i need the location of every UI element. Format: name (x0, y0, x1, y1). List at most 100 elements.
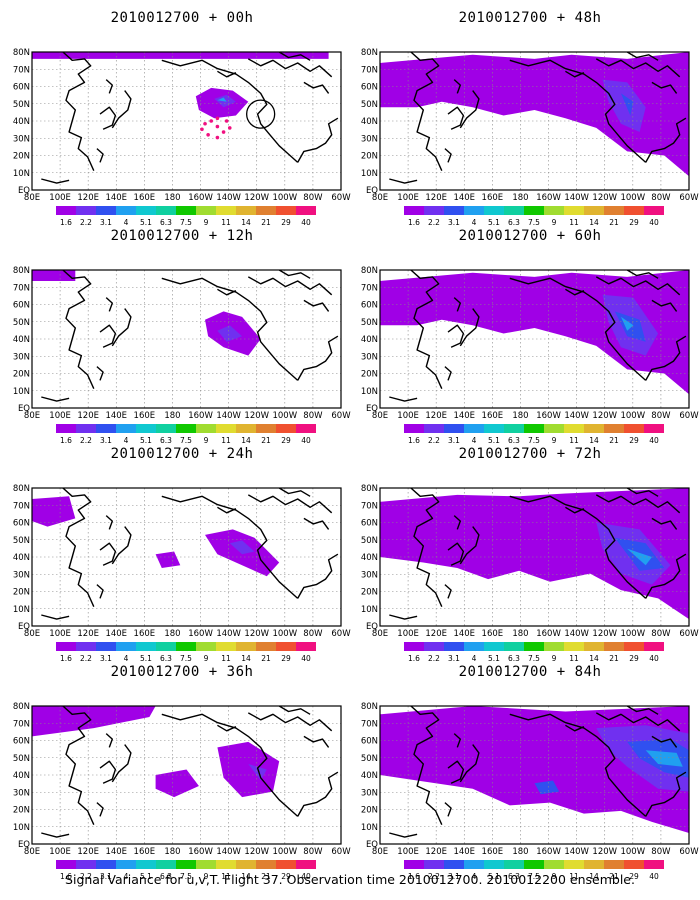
colorbar-swatch (524, 860, 544, 869)
colorbar-label: 4 (472, 436, 477, 445)
colorbar-label: 21 (609, 218, 619, 227)
colorbar-swatch (116, 424, 136, 433)
map-frame (31, 269, 342, 409)
colorbar-label: 9 (552, 218, 557, 227)
colorbar-swatch (156, 860, 176, 869)
colorbar-label: 29 (629, 872, 639, 881)
coastline (645, 553, 687, 599)
lat-tick-label: 70N (361, 501, 378, 511)
colorbar-swatch (256, 424, 276, 433)
map-background (32, 52, 341, 190)
colorbar-swatch (404, 860, 424, 869)
lat-tick-label: 10N (361, 823, 378, 833)
colorbar-swatch (56, 860, 76, 869)
colorbar: 1.6 2.2 3.1 4 5.1 6.3 7.5 9 11 14 21 29 40 (404, 206, 664, 227)
lon-tick-label: 180 (164, 411, 180, 420)
colorbar-swatch (464, 642, 484, 651)
colorbar-swatch (296, 424, 316, 433)
lat-tick-label: 60N (13, 83, 30, 93)
colorbar-swatch (644, 206, 664, 215)
lon-tick-label: 120E (425, 847, 447, 856)
lon-tick-label: 100W (272, 411, 297, 420)
lon-tick-label: 120W (244, 629, 269, 638)
colorbar-label: 3.1 (448, 218, 460, 227)
variance-region (229, 540, 255, 555)
coastline (389, 832, 418, 838)
lat-tick-label: EQ (18, 840, 30, 850)
colorbar-label: 7.5 (180, 872, 192, 881)
lat-tick-label: EQ (366, 404, 378, 414)
colorbar-label: 21 (261, 872, 271, 881)
lon-tick-label: 160E (482, 629, 504, 638)
lon-tick-label: 160W (536, 411, 561, 420)
colorbar-swatch (76, 860, 96, 869)
lon-tick-label: 160W (188, 193, 213, 202)
lon-tick-label: 120E (77, 847, 99, 856)
colorbar-label: 14 (589, 654, 599, 663)
colorbar-swatch (136, 424, 156, 433)
lat-tick-label: 30N (361, 788, 378, 798)
lon-tick-label: 140E (453, 629, 475, 638)
lat-tick-label: 80N (361, 484, 378, 494)
lon-tick-label: 180 (512, 629, 528, 638)
coastline (651, 81, 678, 94)
variance-region (32, 270, 76, 281)
lon-tick-label: 120E (77, 629, 99, 638)
coastline (459, 308, 480, 347)
target-circle (246, 99, 276, 129)
lat-tick-label: 50N (361, 536, 378, 546)
lat-tick-label: 70N (13, 719, 30, 729)
variance-region (534, 780, 560, 795)
coastline (444, 366, 452, 381)
colorbar-swatch (624, 206, 644, 215)
coastline (105, 79, 114, 94)
colorbar-label: 5.1 (488, 872, 500, 881)
colorbar-label: 6.3 (160, 436, 172, 445)
colorbar-label: 5.1 (488, 654, 500, 663)
coastline (565, 724, 585, 732)
colorbar-swatch (564, 424, 584, 433)
colorbar-swatch (176, 860, 196, 869)
lon-tick-label: 160E (482, 411, 504, 420)
colorbar-swatch (564, 860, 584, 869)
lon-tick-label: 80E (24, 193, 40, 202)
colorbar-label: 1.6 (408, 654, 420, 663)
panel-title: 2010012700 + 48h (458, 10, 602, 26)
colorbar-label: 2.2 (80, 654, 92, 663)
flight-track-dot (203, 121, 207, 126)
colorbar-label: 21 (609, 872, 619, 881)
lat-tick-label: 50N (13, 754, 30, 764)
lon-tick-label: 120E (425, 193, 447, 202)
colorbar-label: 29 (281, 654, 291, 663)
colorbar-swatch (504, 860, 524, 869)
colorbar-label: 1.6 (60, 436, 72, 445)
coastline (99, 542, 117, 566)
colorbar-swatch (216, 642, 236, 651)
lon-tick-label: 80E (372, 847, 388, 856)
colorbar: 1.6 2.2 3.1 4 5.1 6.3 7.5 9 11 14 21 29 40 (56, 206, 316, 227)
colorbar-label: 11 (221, 218, 231, 227)
lon-tick-label: 160E (482, 193, 504, 202)
lon-tick-label: 100E (397, 411, 419, 420)
lon-tick-label: 140W (564, 411, 589, 420)
map-panel: 2010012700 + 00h 80N 70N 60N 50N 40N 30N 20N 10N… (12, 10, 352, 228)
coastline (651, 299, 678, 312)
colorbar-swatch (444, 860, 464, 869)
colorbar-swatch (564, 642, 584, 651)
lon-tick-label: 160W (536, 629, 561, 638)
colorbar-label: 29 (281, 872, 291, 881)
colorbar-swatch (196, 206, 216, 215)
variance-region (645, 750, 683, 767)
lon-tick-label: 140E (105, 411, 127, 420)
coastline (161, 713, 299, 817)
colorbar-label: 4 (124, 218, 129, 227)
colorbar-swatch (96, 206, 116, 215)
coastline (297, 335, 339, 381)
variance-region (602, 79, 646, 132)
colorbar-label: 14 (241, 218, 251, 227)
